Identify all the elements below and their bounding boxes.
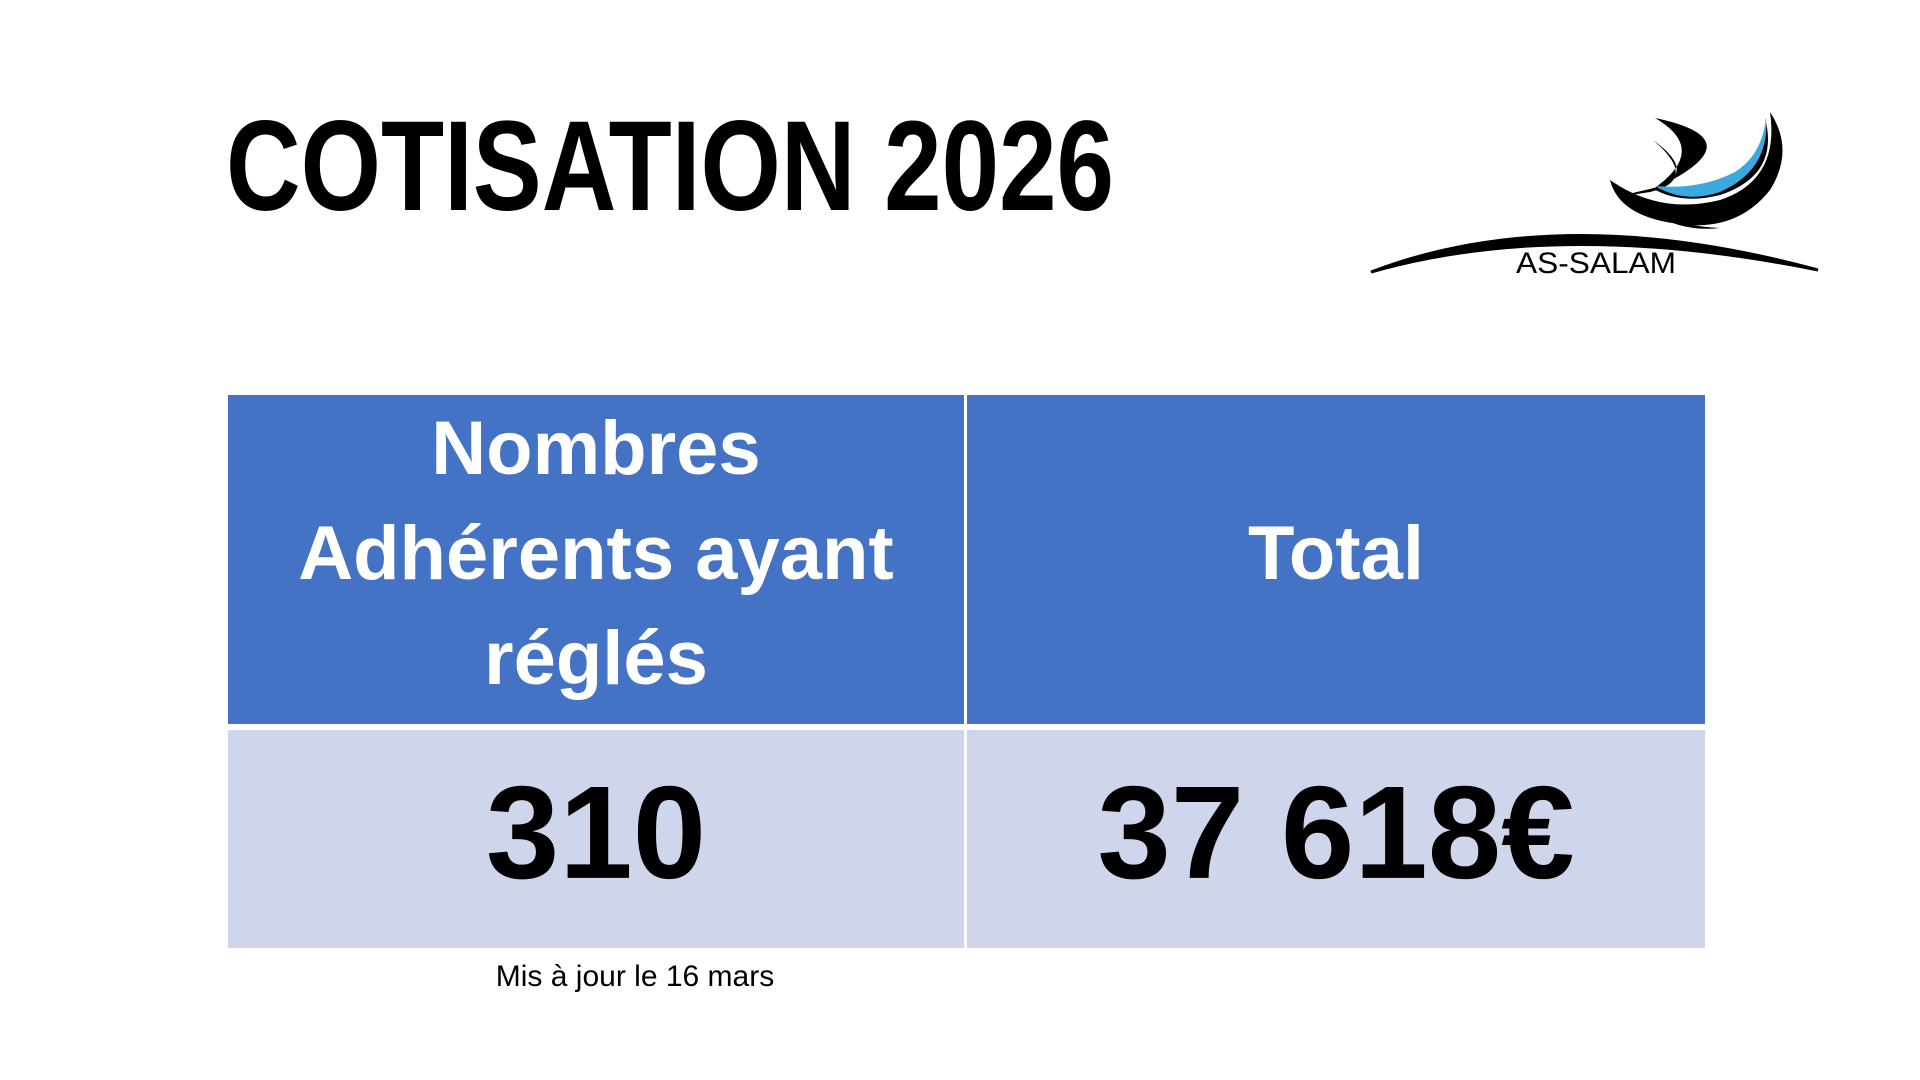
logo-swoosh: [1612, 178, 1720, 229]
logo-text: AS-SALAM: [1516, 247, 1676, 280]
header-cell: [228, 395, 964, 724]
title: COTISATION 2026: [226, 95, 1114, 238]
logo-shape: [1625, 118, 1707, 196]
cell-value: 37 618€: [1097, 759, 1574, 906]
logo: AS-SALAM: [1370, 112, 1819, 280]
body-cell: [228, 730, 964, 948]
table: Nombres Adhérents ayant réglés Total 310 37…: [228, 395, 1705, 948]
header-cell: [967, 395, 1705, 724]
header-text: Total: [1248, 511, 1424, 596]
logo-arc: [1370, 234, 1819, 274]
update-note: Mis à jour le 16 mars: [496, 960, 774, 993]
cell-value: 310: [486, 759, 706, 906]
header-texts: Nombres Adhérents ayant réglés Total: [298, 406, 1424, 701]
header-text: réglés: [484, 616, 708, 701]
logo-blue-crescent: [1655, 118, 1767, 197]
logo-crescent: [1610, 112, 1783, 226]
header-text: Adhérents ayant: [298, 511, 894, 596]
body-cell: [967, 730, 1705, 948]
header-text: Nombres: [431, 406, 760, 491]
